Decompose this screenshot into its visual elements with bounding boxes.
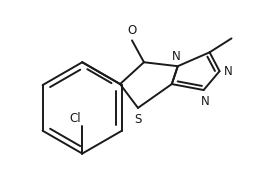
Text: Cl: Cl bbox=[69, 112, 81, 125]
Text: N: N bbox=[223, 65, 232, 78]
Text: N: N bbox=[171, 50, 180, 63]
Text: O: O bbox=[127, 24, 137, 37]
Text: N: N bbox=[201, 95, 210, 108]
Text: S: S bbox=[134, 113, 142, 126]
